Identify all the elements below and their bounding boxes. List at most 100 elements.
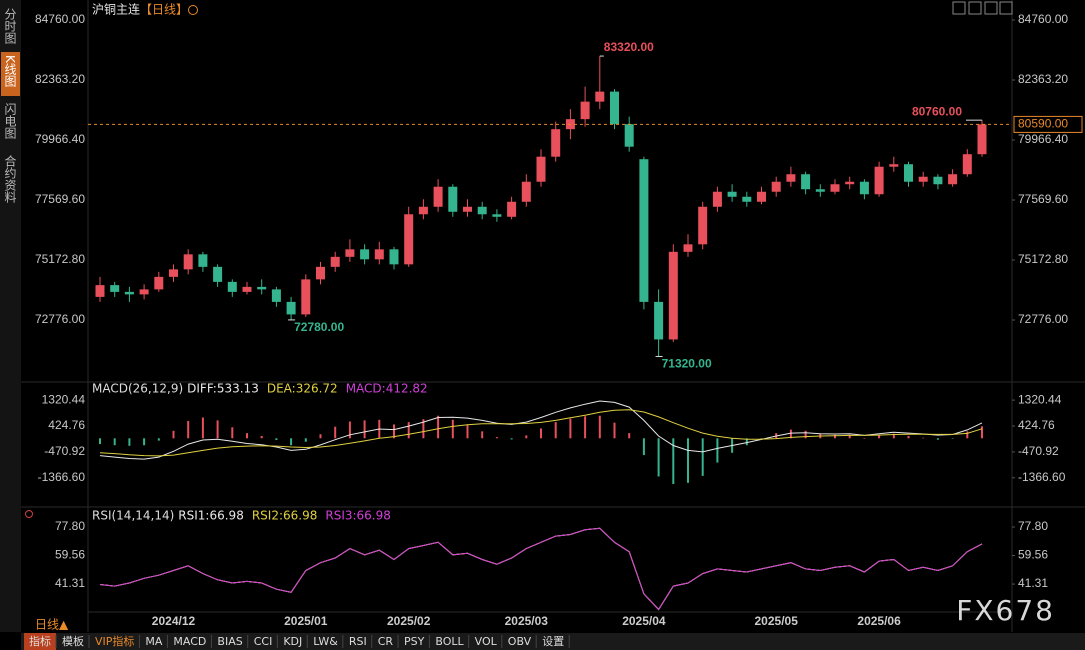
rsi-icon[interactable] [25,510,33,518]
y-tick-label-right: 41.31 [1018,576,1048,590]
y-tick-label-right: 82363.20 [1018,72,1068,86]
sidebar-tab[interactable]: K线图 [3,55,17,87]
macd-bar [657,438,660,477]
toolbar-button[interactable]: BIAS [217,635,242,648]
macd-bar [393,424,395,439]
toolbar-button[interactable]: 设置 [542,635,564,648]
candle-body [389,249,399,265]
panel-title: MACD(26,12,9) [92,382,183,396]
macd-bar [172,430,175,439]
y-tick-label: -470.92 [44,444,85,458]
candle-body [345,249,355,257]
candle-body [198,254,208,267]
icon[interactable] [968,1,982,15]
candle-body [124,291,134,295]
candle-body [830,184,840,192]
candle-body [845,181,855,185]
low-label: 71320.00 [662,357,712,371]
toolbar-button[interactable]: CCI [254,635,273,648]
candle-body [874,166,884,195]
macd-bar [598,415,601,439]
macd-bar [231,427,234,439]
icon[interactable] [952,1,966,15]
macd-bar [701,438,704,476]
macd-bar [525,435,528,439]
toolbar-button[interactable]: CR [378,635,394,648]
sidebar-tab[interactable]: 分时图 [3,8,17,44]
candle-body [859,181,869,195]
macd-bar [437,415,440,439]
macd-bar [348,421,351,439]
toolbar-button[interactable]: RSI [349,635,367,648]
y-tick-label: 41.31 [55,576,85,590]
candle-body [712,191,722,207]
y-tick-label-right: -1366.60 [1018,470,1066,484]
toolbar-button[interactable]: MACD [173,635,206,648]
toolbar-button[interactable]: 指标 [29,634,51,648]
period: 【日线】 [140,3,188,17]
sidebar-tab[interactable]: 闪电图 [3,103,17,139]
y-tick-label-right: 77569.60 [1018,192,1068,206]
candle-body [154,276,164,290]
candle-body [169,269,178,277]
toolbar-button[interactable]: LW& [313,635,338,648]
y-tick-label: 424.76 [48,418,85,432]
y-tick-label: 84760.00 [35,12,85,26]
macd-bar [407,422,410,439]
bottom-period[interactable]: 日线▲ [35,618,69,632]
toolbar-button[interactable]: MA [145,635,162,648]
toolbar-button[interactable]: BOLL [435,635,464,648]
macd-bar [613,422,616,439]
macd-bar [834,434,836,439]
candle-body [448,186,458,212]
candle-body [507,201,517,217]
toolbar-icons[interactable] [952,1,1013,15]
macd-bar [863,438,866,439]
candle-body [213,266,223,282]
x-tick-label: 2025/03 [505,614,549,628]
macd-bar [363,420,366,439]
candle-body [889,164,899,167]
y-tick-label: 72776.00 [35,312,85,326]
toolbar-button[interactable]: OBV [508,635,532,648]
candle-body [139,289,149,295]
toolbar-button[interactable]: VOL [475,635,498,648]
macd-bar [878,435,881,439]
y-tick-label-right: 77.80 [1018,519,1048,533]
y-tick-label: 79966.40 [35,132,85,146]
candle-body [933,176,943,185]
icon[interactable] [984,1,998,15]
symbol: 沪铜主连 [92,2,140,17]
x-tick-label: 2024/12 [152,614,196,628]
candle-body [271,289,281,302]
candle-body [595,91,605,102]
macd-bar [113,438,116,446]
legend-entry: DEA:326.72 [267,382,338,396]
macd-bar [554,422,557,439]
candle-body [374,249,384,260]
toolbar-button[interactable]: 模板 [62,634,84,648]
y-tick-label-right: 75172.80 [1018,252,1068,266]
toolbar-button[interactable]: PSY [404,635,425,648]
macd-bar [716,438,719,463]
toolbar [21,633,1085,650]
candle-body [639,159,649,302]
candle-body [771,181,781,192]
y-tick-label-right: 59.56 [1018,548,1048,562]
macd-bar [966,431,969,439]
candle-body [536,156,546,182]
candle-body [477,206,487,215]
add-icon[interactable] [188,5,198,15]
icon[interactable] [999,1,1013,15]
candle-body [683,244,693,252]
macd-bar [760,438,763,439]
watermark: FX678 [956,594,1055,627]
panel-title: RSI(14,14,14) [92,509,174,523]
toolbar-button[interactable]: KDJ [283,635,302,648]
x-tick-label: 2025/05 [755,614,799,628]
toolbar-button[interactable]: VIP指标 [95,634,134,648]
candle-body [815,189,825,192]
sidebar-tab[interactable]: 合约资料 [3,154,17,203]
last-price-label: 80590.00 [1018,117,1068,131]
candle-body [360,249,370,260]
